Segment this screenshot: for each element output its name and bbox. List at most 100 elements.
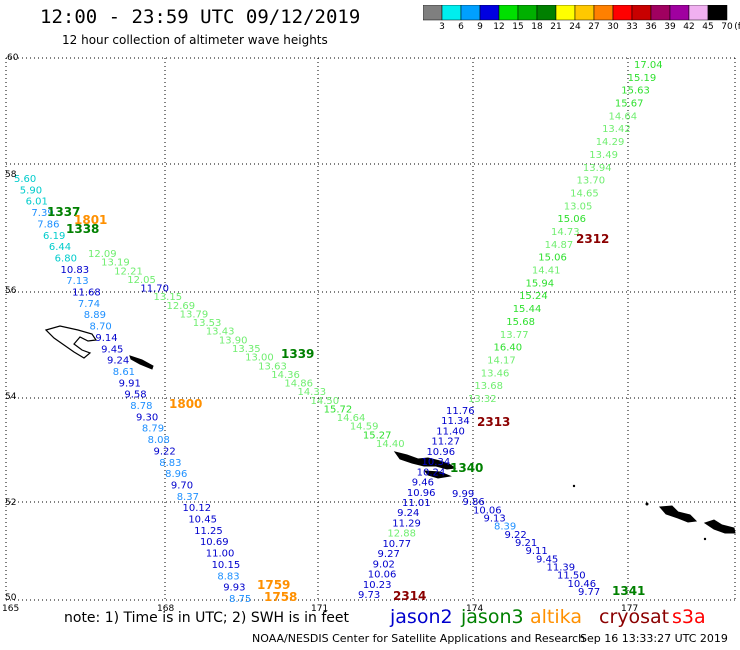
track-cross-value: 14.64 bbox=[337, 413, 366, 424]
island-aleutian-b bbox=[423, 470, 452, 479]
lat-label: 54 bbox=[5, 392, 17, 402]
track-cross-value: 14.36 bbox=[271, 370, 300, 381]
track-se-value: 9.45 bbox=[536, 554, 558, 565]
track-nw-value: 8.37 bbox=[177, 492, 199, 503]
track-nw-value: 10.83 bbox=[60, 265, 89, 276]
track-cross-value: 14.50 bbox=[311, 396, 340, 407]
track-nw-value: 7.74 bbox=[78, 299, 100, 310]
track-nw-value: 5.60 bbox=[14, 174, 36, 185]
track-cross-value: 14.33 bbox=[297, 387, 326, 398]
track-nw-value: 6.19 bbox=[43, 231, 65, 242]
colorbar-swatch bbox=[707, 5, 728, 21]
track-ne-value: 14.65 bbox=[570, 188, 599, 199]
track-cross-value: 13.79 bbox=[180, 309, 209, 320]
colorbar-label: 21 bbox=[550, 22, 562, 32]
track-nw-value: 9.91 bbox=[119, 378, 141, 389]
pass-number-label: 2314 bbox=[393, 589, 426, 603]
track-se-value: 9.21 bbox=[515, 538, 537, 549]
pass-number-label: 2312 bbox=[576, 232, 609, 246]
track-cross-value: 14.40 bbox=[376, 439, 405, 450]
track-cross-value: 12.69 bbox=[167, 301, 196, 312]
track-ne-value: 13.49 bbox=[589, 150, 618, 161]
track-se-value: 10.46 bbox=[568, 579, 597, 590]
track-center-value: 9.46 bbox=[412, 478, 434, 489]
pass-number-label: 1338 bbox=[66, 222, 99, 236]
legend-s3a: s3a bbox=[672, 606, 706, 628]
track-ne-value: 15.63 bbox=[621, 86, 650, 97]
track-ne-value: 14.64 bbox=[608, 111, 637, 122]
track-nw-value: 11.00 bbox=[206, 549, 235, 560]
track-cross-value: 13.00 bbox=[245, 353, 274, 364]
colorbar-label: 70 bbox=[721, 22, 733, 32]
track-cross-value: 12.09 bbox=[88, 249, 117, 260]
track-se-value: 8.39 bbox=[494, 522, 516, 533]
track-nw-value: 6.01 bbox=[26, 197, 48, 208]
track-nw-value: 8.89 bbox=[84, 310, 106, 321]
track-se-value: 9.86 bbox=[463, 497, 485, 508]
pass-number-label: 1339 bbox=[281, 347, 314, 361]
track-center-value: 12.88 bbox=[387, 529, 416, 540]
colorbar-label: 6 bbox=[458, 22, 464, 32]
pass-number-label: 1759 bbox=[257, 578, 290, 592]
track-se-value: 9.22 bbox=[505, 530, 527, 541]
track-nw-value: 9.45 bbox=[101, 344, 123, 355]
track-nw-value: 7.13 bbox=[66, 276, 88, 287]
track-center-value: 11.27 bbox=[431, 437, 460, 448]
colorbar-label: 27 bbox=[588, 22, 600, 32]
land-masses bbox=[44, 325, 736, 541]
islet-2 bbox=[645, 502, 649, 506]
island-small bbox=[129, 355, 154, 370]
track-ne-value: 15.19 bbox=[628, 73, 657, 84]
track-center-value: 9.73 bbox=[358, 590, 380, 601]
track-nw-value: 9.70 bbox=[171, 480, 193, 491]
track-nw-value: 10.69 bbox=[200, 537, 229, 548]
islet-3 bbox=[703, 537, 707, 541]
track-center-value: 9.27 bbox=[378, 549, 400, 560]
lat-label: 52 bbox=[5, 498, 16, 508]
track-center-value: 11.40 bbox=[436, 426, 465, 437]
track-ne-value: 13.32 bbox=[468, 394, 497, 405]
map-grid bbox=[5, 57, 736, 601]
track-center-value: 11.01 bbox=[402, 498, 431, 509]
track-nw-value: 9.93 bbox=[223, 583, 245, 594]
track-ne-value: 13.42 bbox=[602, 124, 631, 135]
track-center-value: 11.29 bbox=[392, 518, 421, 529]
track-ne-value: 13.70 bbox=[577, 176, 606, 187]
island-aleutian-a bbox=[393, 451, 457, 470]
track-ne-value: 13.77 bbox=[500, 330, 529, 341]
legend-cryosat: cryosat bbox=[599, 606, 670, 628]
track-se-value: 9.13 bbox=[484, 514, 506, 525]
colorbar-label: 12 bbox=[493, 22, 505, 32]
pass-number-label: 1337 bbox=[47, 205, 80, 219]
track-cross-value: 13.43 bbox=[206, 327, 235, 338]
track-center-value: 11.34 bbox=[441, 416, 470, 427]
track-nw-value: 8.08 bbox=[148, 435, 170, 446]
track-ne-value: 14.41 bbox=[532, 266, 561, 277]
track-ne-value: 15.67 bbox=[615, 99, 644, 110]
track-cross-value: 14.86 bbox=[284, 379, 313, 390]
footer-credit: NOAA/NESDIS Center for Satellite Applica… bbox=[252, 632, 586, 645]
track-nw-value: 6.80 bbox=[55, 253, 77, 264]
pass-number-label: 1340 bbox=[450, 461, 483, 475]
track-nw-value: 10.15 bbox=[212, 560, 241, 571]
track-nw-value: 8.61 bbox=[113, 367, 135, 378]
lat-label: 60 bbox=[7, 53, 19, 63]
track-nw-value: 8.83 bbox=[159, 458, 181, 469]
colorbar-label: 42 bbox=[683, 22, 695, 32]
lon-label: 165 bbox=[2, 604, 19, 614]
island-aleutian-c bbox=[658, 505, 698, 523]
colorbar-label: 39 bbox=[664, 22, 676, 32]
track-ne-value: 13.94 bbox=[583, 163, 612, 174]
track-ne-value: 13.68 bbox=[474, 381, 503, 392]
track-cross-value: 13.19 bbox=[101, 258, 130, 269]
island-aleutian-d bbox=[703, 519, 736, 534]
track-nw-value: 9.24 bbox=[107, 356, 129, 367]
lat-label: 50 bbox=[5, 593, 17, 603]
footer-timestamp: Sep 16 13:33:27 UTC 2019 bbox=[580, 632, 728, 645]
pass-number-label: 1341 bbox=[612, 584, 645, 598]
track-nw-value: 9.14 bbox=[95, 333, 117, 344]
track-ne-value: 14.73 bbox=[551, 227, 580, 238]
pass-number-label: 1758 bbox=[264, 590, 297, 604]
track-cross-value: 13.35 bbox=[232, 344, 261, 355]
colorbar-label: 30 bbox=[607, 22, 619, 32]
